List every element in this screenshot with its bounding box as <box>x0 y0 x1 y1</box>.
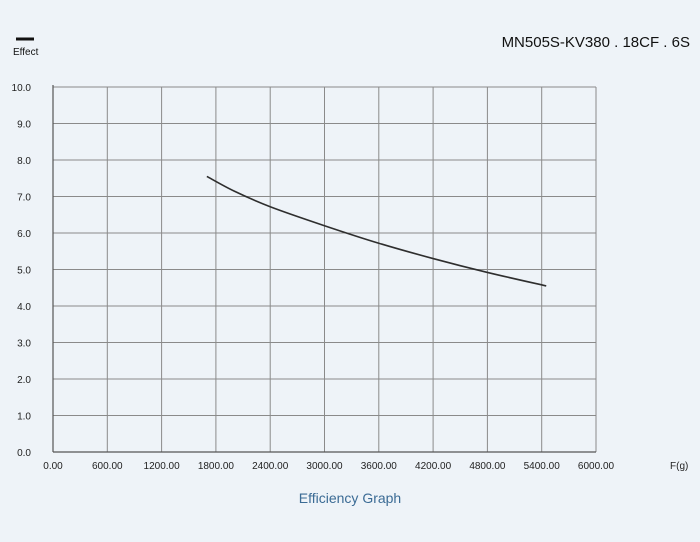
legend-label: Effect <box>13 47 39 58</box>
chart-title: MN505S-KV380 . 18CF . 6S <box>502 34 690 51</box>
x-tick-label: 4200.00 <box>415 461 452 472</box>
x-tick-label: 1800.00 <box>198 461 235 472</box>
x-tick-label: 600.00 <box>92 461 123 472</box>
grid-layer <box>52 85 597 453</box>
y-tick-label: 3.0 <box>17 339 31 350</box>
y-tick-label: 4.0 <box>17 302 31 313</box>
y-tick-label: 9.0 <box>17 120 31 131</box>
x-tick-label: 2400.00 <box>252 461 289 472</box>
y-tick-label: 2.0 <box>17 375 31 386</box>
x-tick-label: 4800.00 <box>469 461 506 472</box>
y-tick-label: 10.0 <box>12 83 32 94</box>
y-tick-label: 6.0 <box>17 229 31 240</box>
series-line-effect <box>206 175 547 287</box>
chart-subtitle: Efficiency Graph <box>299 490 401 506</box>
x-tick-label: 6000.00 <box>578 461 615 472</box>
y-tick-label: 8.0 <box>17 156 31 167</box>
x-tick-label: 3600.00 <box>361 461 398 472</box>
x-tick-label: 0.00 <box>43 461 63 472</box>
tick-layer: 0.00 600.00 1200.00 1800.00 2400.00 3000.00 36… <box>12 83 615 472</box>
y-tick-label: 5.0 <box>17 266 31 277</box>
x-tick-label: 5400.00 <box>524 461 561 472</box>
y-tick-label: 0.0 <box>17 448 31 459</box>
x-tick-label: 1200.00 <box>144 461 181 472</box>
series-layer <box>206 175 547 287</box>
y-tick-label: 1.0 <box>17 412 31 423</box>
x-axis-label: F(g) <box>670 461 688 472</box>
x-tick-label: 3000.00 <box>306 461 343 472</box>
y-tick-label: 7.0 <box>17 193 31 204</box>
